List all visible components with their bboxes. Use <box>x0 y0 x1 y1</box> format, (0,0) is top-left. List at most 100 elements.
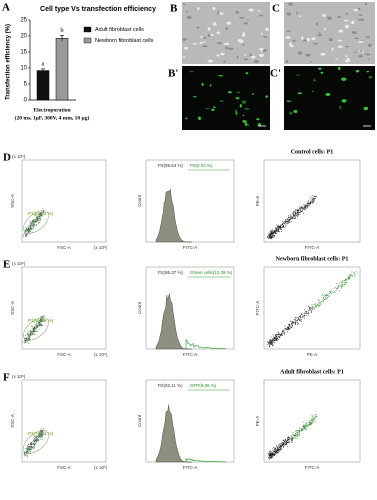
event-dot <box>299 206 301 208</box>
event-dot <box>273 232 274 234</box>
cell <box>182 38 188 40</box>
event-dot <box>32 227 34 229</box>
event-dot <box>37 222 39 224</box>
event-dot <box>269 339 271 341</box>
event-dot <box>29 448 31 450</box>
event-dot <box>40 431 42 433</box>
event-dot <box>286 441 288 443</box>
event-dot <box>285 224 287 226</box>
cell <box>341 77 347 81</box>
event-dot <box>32 442 34 444</box>
event-dot <box>32 221 34 223</box>
event-dot <box>279 449 281 451</box>
event-dot <box>33 439 35 440</box>
event-dot <box>294 214 296 216</box>
event-dot <box>25 448 27 450</box>
event-dot <box>301 429 303 431</box>
event-dot <box>293 319 295 321</box>
event-dot <box>38 222 40 224</box>
event-dot <box>280 228 282 230</box>
event-dot <box>41 439 43 441</box>
cell <box>248 8 254 12</box>
event-dot <box>345 278 347 280</box>
event-dot <box>38 218 39 220</box>
event-dot <box>310 422 312 424</box>
axis-label: Count <box>137 301 142 314</box>
axis-label: PE-A <box>307 352 318 357</box>
event-dot <box>317 303 318 305</box>
cell <box>289 45 294 48</box>
cell <box>242 119 247 123</box>
event-dot <box>40 437 42 438</box>
event-dot <box>38 322 40 324</box>
event-dot <box>285 219 287 221</box>
event-dot <box>294 321 296 323</box>
scale-label: (x 10⁶) <box>12 154 26 159</box>
event-dot <box>291 441 293 443</box>
event-dot <box>283 440 285 442</box>
panel-label: E <box>3 259 10 271</box>
event-dot <box>303 317 305 319</box>
event-dot <box>25 229 27 231</box>
brightfield-image <box>284 2 375 64</box>
event-dot <box>296 321 298 323</box>
event-dot <box>37 437 39 439</box>
event-dot <box>24 235 26 237</box>
event-dot <box>333 287 335 289</box>
event-dot <box>25 339 27 341</box>
event-dot <box>24 342 26 344</box>
event-dot <box>30 446 32 447</box>
event-dot <box>296 429 298 431</box>
event-dot <box>36 438 38 440</box>
event-dot <box>327 295 329 296</box>
event-dot <box>306 206 308 208</box>
event-dot <box>305 208 307 210</box>
cell <box>306 37 311 42</box>
cell <box>223 60 226 63</box>
event-dot <box>296 316 298 318</box>
event-dot <box>278 449 280 451</box>
event-dot <box>276 228 277 229</box>
cell <box>207 33 211 37</box>
event-dot <box>33 442 35 444</box>
cell <box>358 54 363 58</box>
event-dot <box>39 218 41 220</box>
cell <box>203 37 207 40</box>
event-dot <box>32 222 34 224</box>
event-dot <box>288 323 290 325</box>
event-dot <box>32 447 34 449</box>
event-dot <box>269 454 271 456</box>
event-dot <box>308 311 310 313</box>
event-dot <box>295 430 297 432</box>
event-dot <box>312 418 314 420</box>
cell <box>322 14 327 17</box>
event-dot <box>329 292 331 293</box>
event-dot <box>268 457 270 459</box>
event-dot <box>299 213 301 215</box>
event-dot <box>324 294 326 296</box>
event-dot <box>276 231 278 233</box>
event-dot <box>298 430 300 432</box>
cell <box>216 54 220 57</box>
event-dot <box>271 233 273 235</box>
event-dot <box>346 279 348 281</box>
event-dot <box>28 229 30 231</box>
event-dot <box>29 336 31 338</box>
event-dot <box>308 422 310 424</box>
cell <box>242 114 245 117</box>
event-dot <box>307 202 309 204</box>
cell <box>211 108 215 111</box>
event-dot <box>271 235 273 237</box>
event-dot <box>278 445 280 447</box>
event-dot <box>300 210 302 212</box>
event-dot <box>272 344 274 346</box>
cell <box>305 53 311 57</box>
gate <box>23 210 49 234</box>
cell <box>360 49 363 53</box>
event-dot <box>295 433 297 434</box>
cell <box>257 10 261 12</box>
event-dot <box>343 280 345 282</box>
event-dot <box>298 322 300 324</box>
event-dot <box>324 296 326 298</box>
event-dot <box>32 226 34 227</box>
